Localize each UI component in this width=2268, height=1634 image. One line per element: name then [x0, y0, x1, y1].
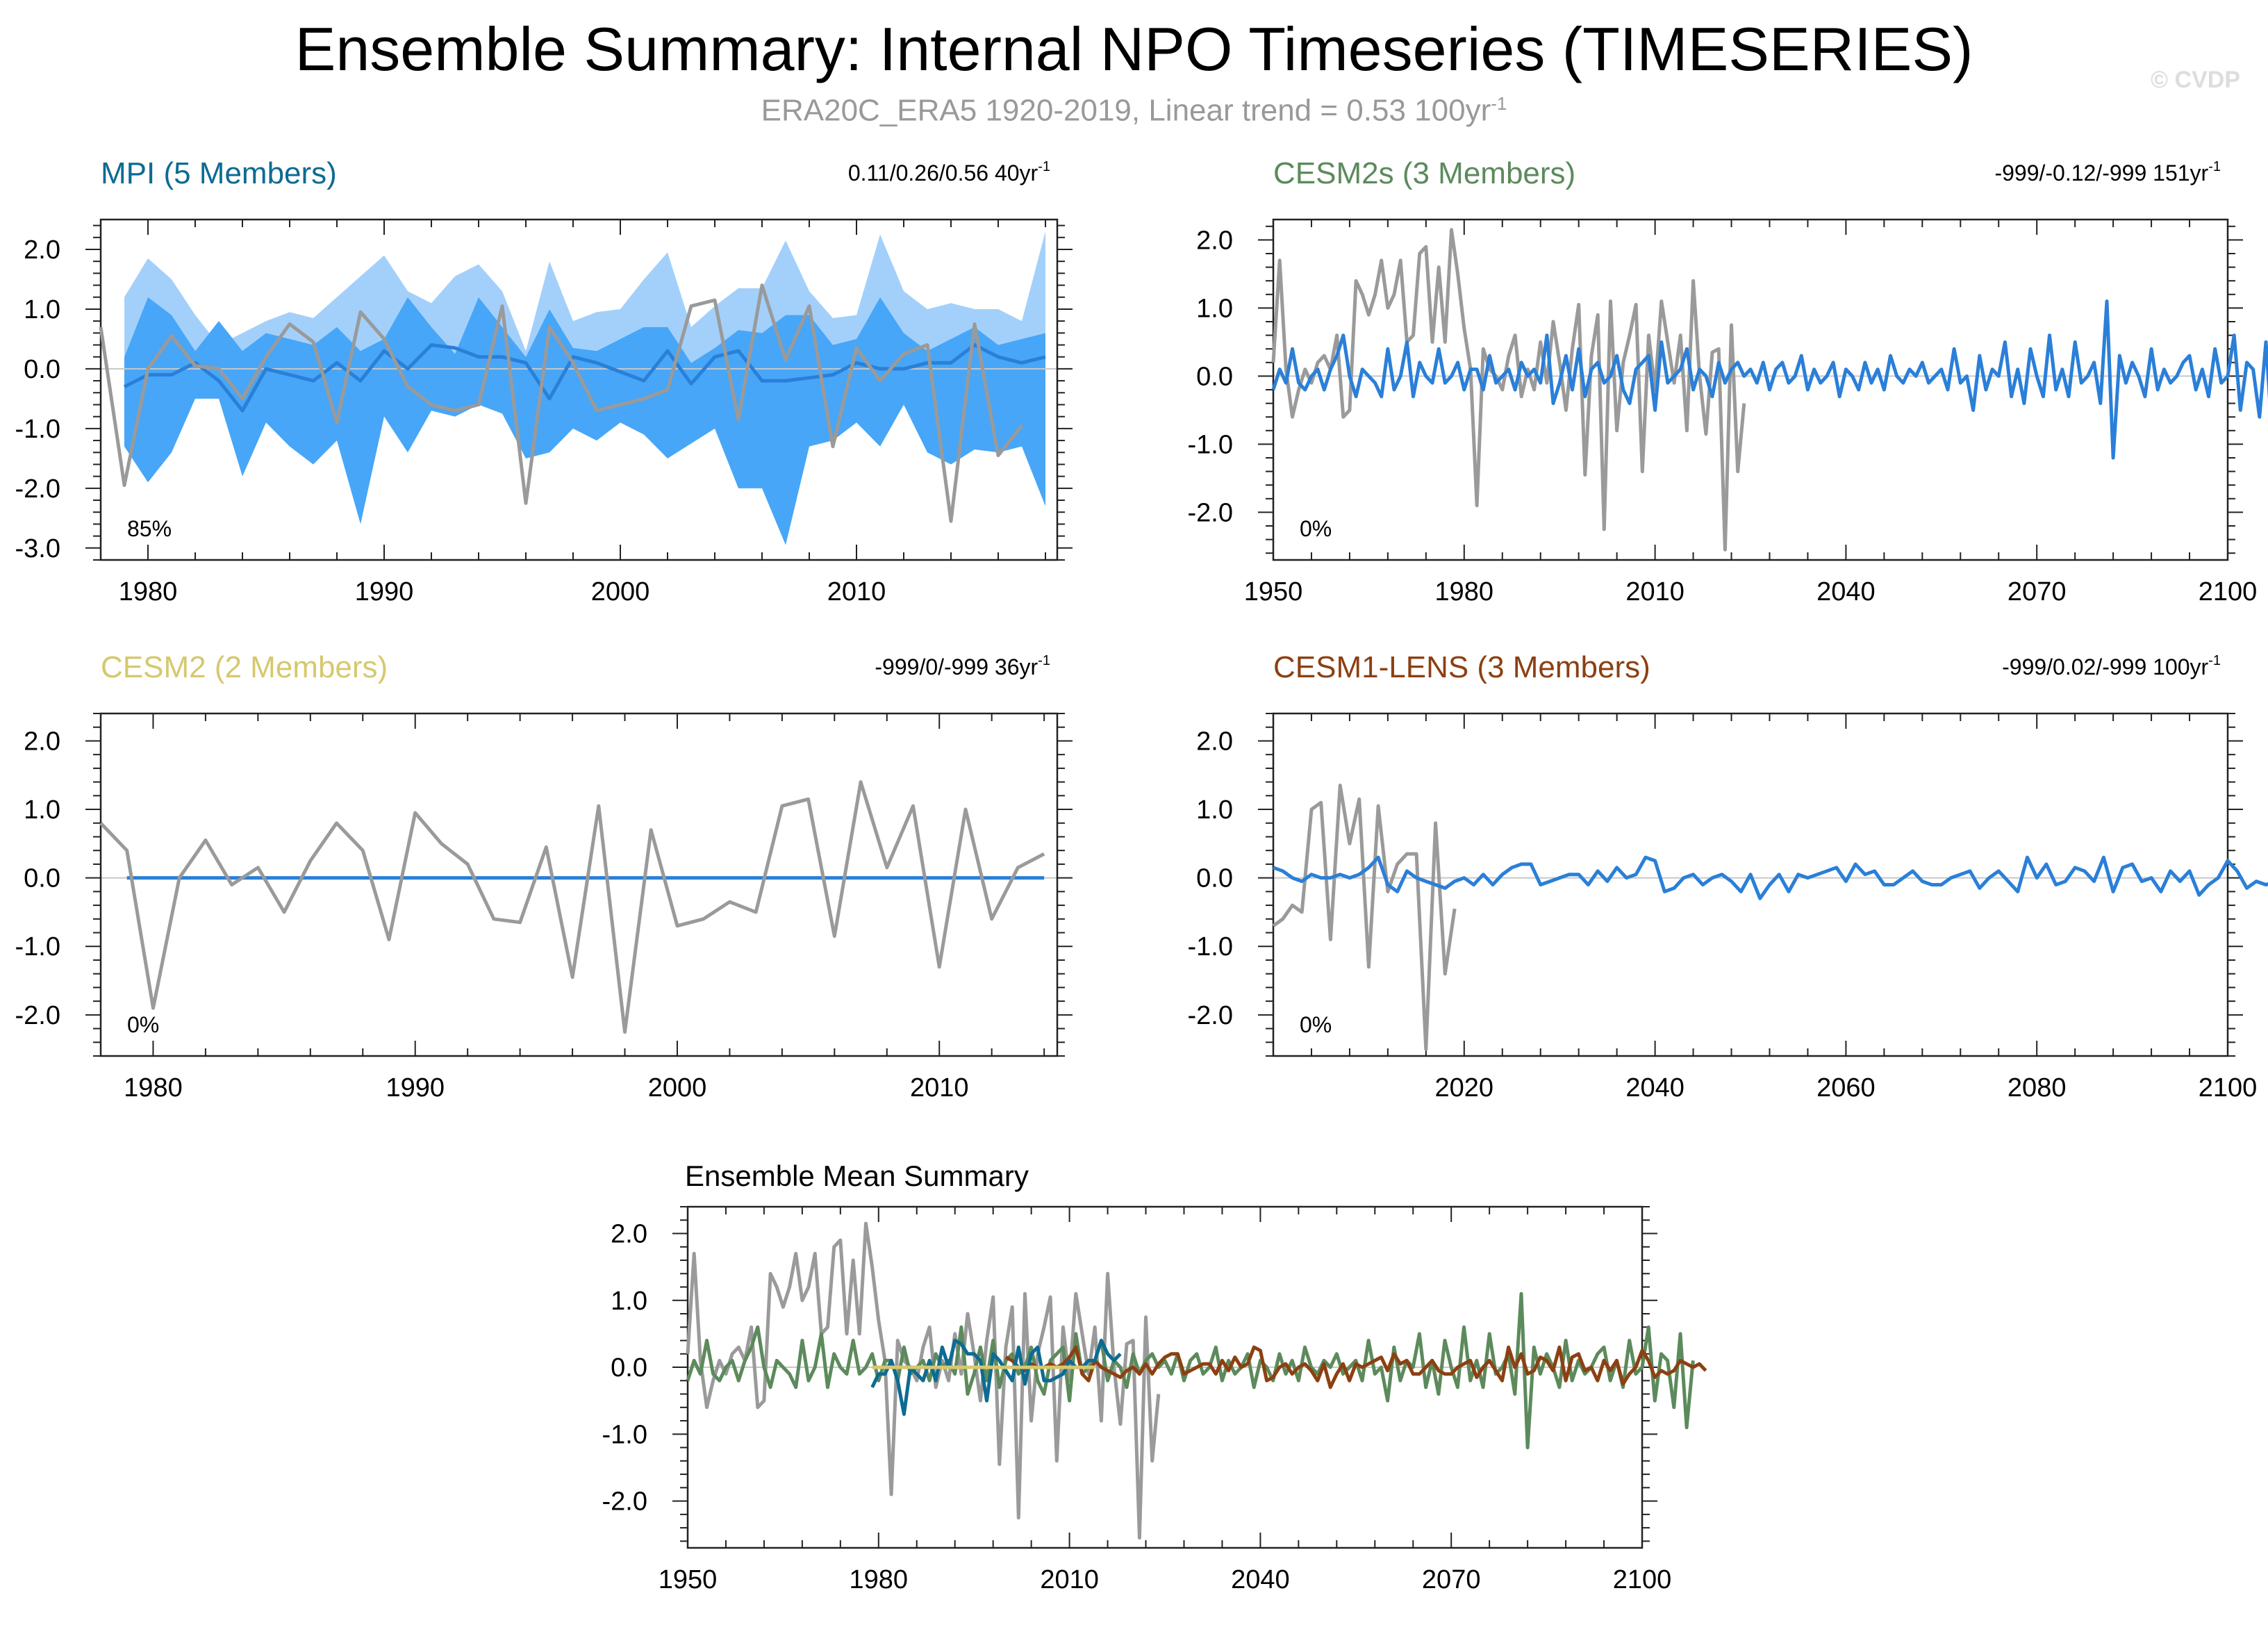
panel-summary: 1950 1980 2010 2040 2070 2100 2.0 1.0 0.0 -1.0 -2.… [602, 1160, 1707, 1594]
panel-cesm1: 2020 2040 2060 2080 2100 2.0 1.0 0.0 -1.0 -2.0 CES… [1188, 650, 2268, 1103]
cesm2s-plot-frame [1272, 218, 2229, 561]
mpi-inner-spread-band [124, 297, 1045, 545]
cesm2-ytick-label: 0.0 [24, 864, 60, 893]
cesm2s-xtick-label: 2040 [1816, 577, 1876, 606]
cesm2-percent-label: 0% [127, 1012, 159, 1037]
cesm1-ytick-label: 0.0 [1196, 864, 1233, 893]
cesm1-ytick-label: 1.0 [1196, 795, 1233, 825]
mpi-panel-title: MPI (5 Members) [101, 156, 337, 190]
cesm2s-xtick-label: 1980 [1435, 577, 1494, 606]
cesm1-xtick-label: 2080 [2008, 1073, 2067, 1103]
subtitle-text: ERA20C_ERA5 1920-2019, Linear trend = 0.… [761, 93, 1491, 128]
cesm2-xtick-label: 1980 [124, 1073, 183, 1103]
cesm2-ytick-label: -2.0 [15, 1001, 60, 1030]
cesm1-ytick-label: -2.0 [1188, 1001, 1233, 1030]
cesm2s-ensemble-mean-line [1271, 299, 2268, 460]
subtitle-superscript: -1 [1491, 93, 1507, 114]
summary-xtick-label: 2100 [1613, 1565, 1672, 1594]
mpi-plot-frame [99, 218, 1059, 561]
cesm2s-panel-title: CESM2s (3 Members) [1273, 156, 1575, 190]
cesm1-xtick-label: 2040 [1625, 1073, 1685, 1103]
cesm1-ytick-label: 2.0 [1196, 727, 1233, 756]
panel-cesm2s: 1950 1980 2010 2040 2070 2100 2.0 1.0 0.0 -1.0 -2.… [1188, 156, 2268, 606]
cesm1-percent-label: 0% [1300, 1012, 1332, 1037]
cesm1-xtick-label: 2060 [1816, 1073, 1876, 1103]
summary-ytick-label: -1.0 [602, 1420, 647, 1449]
cesm2s-ytick-label: -2.0 [1188, 498, 1233, 527]
mpi-percent-label: 85% [127, 516, 172, 541]
mpi-xtick-label: 2010 [827, 577, 886, 606]
mpi-ytick-label: -1.0 [15, 415, 60, 444]
summary-ytick-label: -2.0 [602, 1487, 647, 1517]
summary-cesm1-mean-line [1004, 1345, 1707, 1389]
cesm1-stats-label: -999/0.02/-999 100yr-1 [2002, 653, 2221, 679]
cesm2s-observed-line [1271, 228, 1746, 552]
mpi-xtick-label: 1980 [119, 577, 178, 606]
summary-xtick-label: 2040 [1231, 1565, 1290, 1594]
mpi-ytick-label: 2.0 [24, 236, 60, 265]
mpi-ytick-label: -3.0 [15, 534, 60, 563]
cesm2-stats-label: -999/0/-999 36yr-1 [875, 653, 1050, 679]
cesm1-xtick-label: 2020 [1435, 1073, 1494, 1103]
cesm2s-ytick-label: 0.0 [1196, 362, 1233, 391]
cesm2s-ytick-label: 2.0 [1196, 226, 1233, 255]
summary-observed-line [686, 1221, 1161, 1540]
mpi-xtick-label: 1990 [355, 577, 414, 606]
mpi-xtick-label: 2000 [591, 577, 650, 606]
cesm1-xtick-label: 2100 [2199, 1073, 2258, 1103]
mpi-observed-line [99, 283, 1023, 523]
mpi-ytick-label: -2.0 [15, 474, 60, 504]
cesm2-plot-frame [99, 712, 1059, 1057]
cesm1-ytick-label: -1.0 [1188, 932, 1233, 962]
cesm2s-xtick-label: 1950 [1244, 577, 1303, 606]
summary-cesm2s-mean-line [686, 1291, 1695, 1450]
cesm2-panel-title: CESM2 (2 Members) [101, 650, 388, 684]
cesm2s-xtick-label: 2070 [2008, 577, 2067, 606]
cesm2-ytick-label: 1.0 [24, 795, 60, 825]
cesm2-xtick-label: 2000 [648, 1073, 707, 1103]
summary-xtick-label: 2070 [1422, 1565, 1481, 1594]
cesm2s-stats-label: -999/-0.12/-999 151yr-1 [1994, 159, 2221, 185]
summary-xtick-label: 1980 [850, 1565, 909, 1594]
cesm2s-percent-label: 0% [1300, 516, 1332, 541]
mpi-stats-label: 0.11/0.26/0.56 40yr-1 [848, 159, 1050, 185]
summary-xtick-label: 1950 [659, 1565, 718, 1594]
cesm1-ensemble-mean-line [1273, 855, 2268, 900]
cesm2s-ytick-label: 1.0 [1196, 294, 1233, 323]
cesm1-plot-frame [1272, 712, 2229, 1057]
cesm2s-ytick-label: -1.0 [1188, 430, 1233, 459]
cesm1-observed-line [1272, 784, 1457, 1051]
mpi-ytick-label: 1.0 [24, 295, 60, 324]
cesm2-ytick-label: 2.0 [24, 727, 60, 756]
cesm2-xtick-label: 1990 [386, 1073, 445, 1103]
cesm1-panel-title: CESM1-LENS (3 Members) [1273, 650, 1650, 684]
cesm2-observed-line [99, 780, 1045, 1034]
mpi-ytick-label: 0.0 [24, 355, 60, 384]
page-subtitle: ERA20C_ERA5 1920-2019, Linear trend = 0.… [0, 93, 2268, 129]
mpi-outer-spread-band [124, 231, 1045, 363]
cesm2-xtick-label: 2010 [910, 1073, 969, 1103]
summary-ytick-label: 1.0 [611, 1287, 647, 1316]
cesm2-ytick-label: -1.0 [15, 932, 60, 962]
panel-cesm2: 1980 1990 2000 2010 2.0 1.0 0.0 -1.0 -2.0 CESM2 (… [15, 650, 1073, 1103]
summary-ytick-label: 0.0 [611, 1353, 647, 1383]
summary-ytick-label: 2.0 [611, 1220, 647, 1249]
summary-xtick-label: 2010 [1040, 1565, 1099, 1594]
watermark: © CVDP [2151, 67, 2240, 93]
page-title: Ensemble Summary: Internal NPO Timeserie… [295, 15, 1973, 83]
cesm2s-xtick-label: 2100 [2199, 577, 2258, 606]
cesm2s-xtick-label: 2010 [1625, 577, 1685, 606]
summary-panel-title: Ensemble Mean Summary [685, 1160, 1029, 1192]
panel-mpi: 1980 1990 2000 2010 2.0 1.0 0.0 -1.0 -2.0 -3.0 MPI… [15, 156, 1073, 606]
